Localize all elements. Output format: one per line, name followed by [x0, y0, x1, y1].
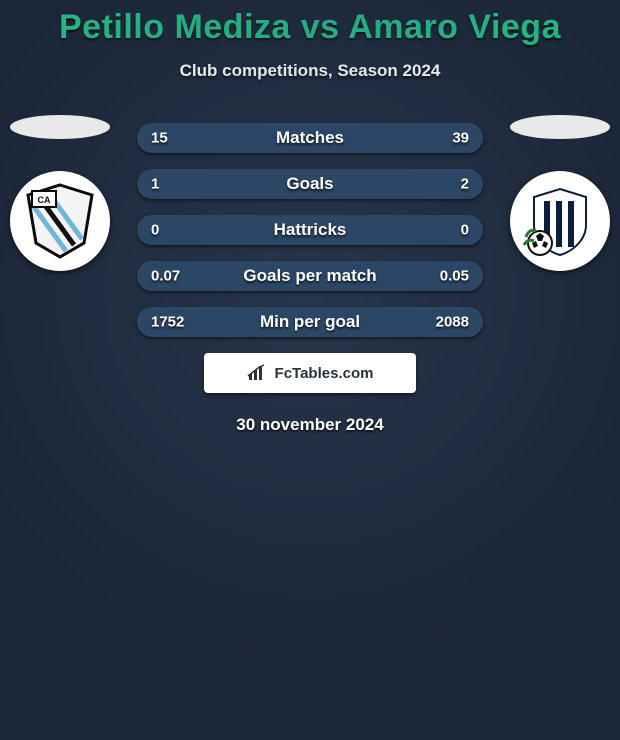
stat-label: Goals per match — [243, 266, 376, 286]
svg-text:CA: CA — [38, 195, 51, 205]
lfc-badge-icon — [520, 181, 600, 261]
cerro-badge-icon: CA — [20, 181, 100, 261]
stat-label: Goals — [286, 174, 333, 194]
right-player-column — [510, 115, 610, 295]
watermark: FcTables.com — [204, 353, 416, 393]
stat-left-value: 0.07 — [151, 268, 180, 285]
page-subtitle: Club competitions, Season 2024 — [0, 61, 620, 81]
stat-label: Matches — [276, 128, 344, 148]
stat-row-matches: 15 Matches 39 — [137, 123, 483, 153]
stat-label: Min per goal — [260, 312, 360, 332]
watermark-text: FcTables.com — [275, 365, 374, 382]
bar-chart-icon — [247, 364, 269, 382]
country-ellipse-right — [510, 115, 610, 139]
stat-right-value: 2088 — [436, 314, 469, 331]
club-badge-left: CA — [10, 171, 110, 271]
club-badge-right — [510, 171, 610, 271]
stat-row-mpg: 1752 Min per goal 2088 — [137, 307, 483, 337]
stat-left-value: 0 — [151, 222, 159, 239]
country-ellipse-left — [10, 115, 110, 139]
stat-row-hattricks: 0 Hattricks 0 — [137, 215, 483, 245]
footer-date: 30 november 2024 — [0, 415, 620, 435]
stat-left-value: 1752 — [151, 314, 184, 331]
stat-right-value: 2 — [461, 176, 469, 193]
stat-right-value: 39 — [452, 130, 469, 147]
stat-left-value: 1 — [151, 176, 159, 193]
left-player-column: CA — [10, 115, 110, 295]
stat-right-value: 0.05 — [440, 268, 469, 285]
stats-rows: 15 Matches 39 1 Goals 2 0 Hattricks 0 0.… — [137, 123, 483, 337]
stat-row-gpm: 0.07 Goals per match 0.05 — [137, 261, 483, 291]
stat-row-goals: 1 Goals 2 — [137, 169, 483, 199]
comparison-panel: CA 15 Matches 39 — [0, 123, 620, 435]
stat-left-value: 15 — [151, 130, 168, 147]
stat-right-value: 0 — [461, 222, 469, 239]
stat-label: Hattricks — [274, 220, 347, 240]
page-title: Petillo Mediza vs Amaro Viega — [0, 0, 620, 47]
